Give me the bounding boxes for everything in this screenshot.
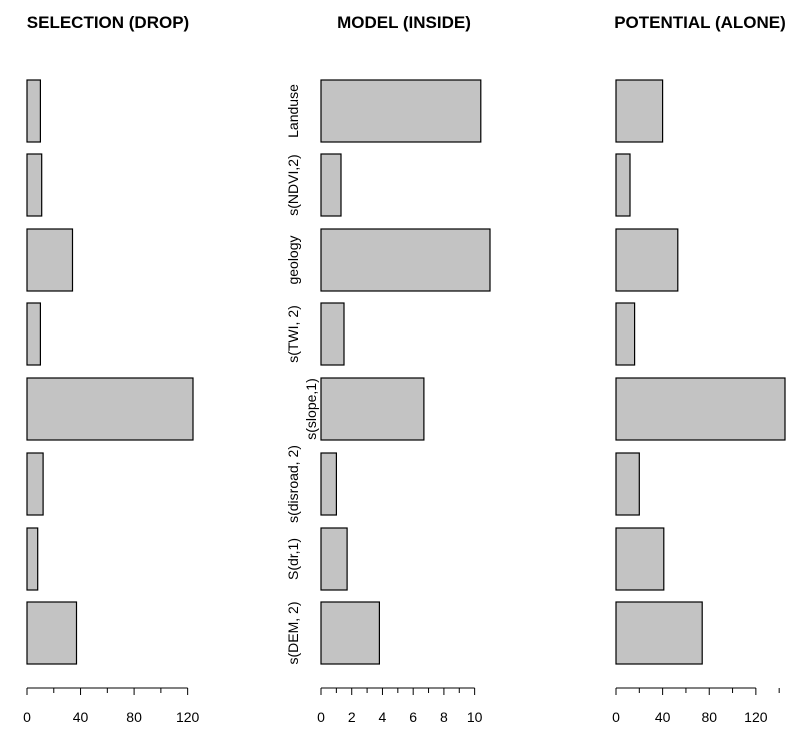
bar-3-1 (615, 79, 664, 143)
bar-1-3 (26, 228, 74, 292)
category-label: s(slope,1) (303, 378, 319, 439)
bar-1-8 (26, 601, 78, 665)
tick-label: 120 (176, 709, 200, 725)
category-label: Landuse (285, 84, 301, 138)
tick-label: 0 (317, 709, 325, 725)
category-label: s(NDVI,2) (285, 154, 301, 215)
category-label: s(disroad, 2) (285, 445, 301, 523)
bar-3-6 (615, 452, 640, 516)
category-labels: Landuse s(NDVI,2) geology s(TWI, 2)s(slope,… (285, 84, 319, 665)
bar-2-7 (320, 527, 348, 591)
tick-label: 4 (379, 709, 387, 725)
bar-1-5 (26, 377, 194, 441)
tick-label: 10 (467, 709, 483, 725)
category-label: s(TWI, 2) (285, 305, 301, 363)
tick-label: 2 (348, 709, 356, 725)
bar-3-4 (615, 302, 636, 366)
bar-1-4 (26, 302, 41, 366)
bar-1-6 (26, 452, 44, 516)
bar-3-7 (615, 527, 665, 591)
tick-label: 6 (409, 709, 417, 725)
bar-2-6 (320, 452, 337, 516)
panel-title: POTENTIAL (ALONE) (614, 13, 786, 32)
bar-2-4 (320, 302, 345, 366)
bar-1-7 (26, 527, 39, 591)
panel-1: SELECTION (DROP) 0 40 80 120 (23, 13, 199, 725)
bar-2-5 (320, 377, 425, 441)
tick-label: 0 (612, 709, 620, 725)
category-label: geology (285, 235, 301, 284)
bar-3-2 (615, 153, 631, 217)
bar-2-8 (320, 601, 381, 665)
bar-2-2 (320, 153, 342, 217)
bar-1-2 (26, 153, 43, 217)
panel-title: SELECTION (DROP) (27, 13, 189, 32)
category-label: s(DEM, 2) (285, 602, 301, 665)
panel-3: POTENTIAL (ALONE) 0 40 80 120 (612, 13, 786, 725)
panel-2: MODEL (INSIDE) 0 2 4 6 8 10 (317, 13, 491, 725)
bar-3-3 (615, 228, 679, 292)
bar-2-1 (320, 79, 482, 143)
bar-2-3 (320, 228, 491, 292)
tick-label: 0 (23, 709, 31, 725)
bar-3-8 (615, 601, 703, 665)
tick-label: 80 (126, 709, 142, 725)
tick-label: 40 (655, 709, 671, 725)
bar-3-5 (615, 377, 786, 441)
panel-title: MODEL (INSIDE) (337, 13, 471, 32)
tick-label: 40 (73, 709, 89, 725)
tick-label: 80 (701, 709, 717, 725)
bar-1-1 (26, 79, 41, 143)
tick-label: 120 (744, 709, 768, 725)
tick-label: 8 (440, 709, 448, 725)
category-label: S(dr,1) (285, 538, 301, 580)
